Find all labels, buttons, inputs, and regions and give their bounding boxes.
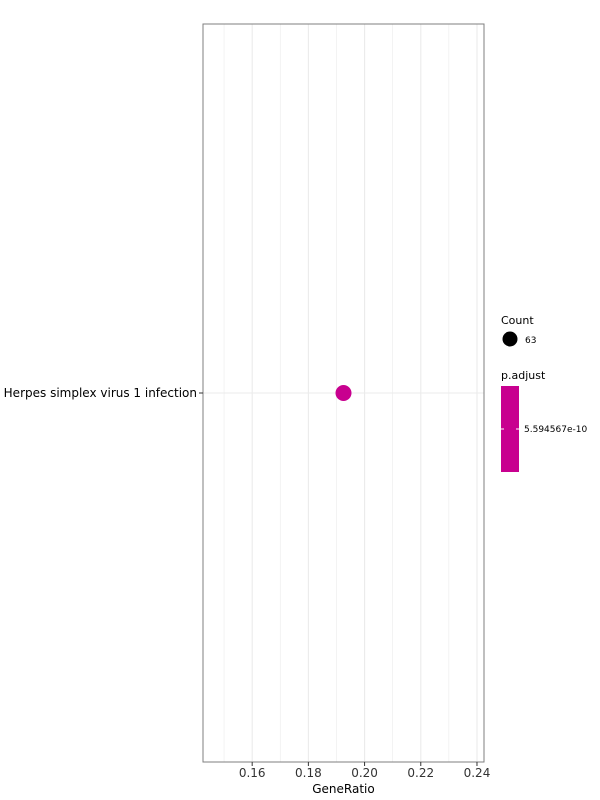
legend-count-label: 63	[525, 336, 536, 346]
x-tick-label: 0.22	[407, 766, 434, 780]
legend-padjust-title: p.adjust	[501, 369, 546, 382]
x-tick-label: 0.24	[464, 766, 491, 780]
x-tick-label: 0.16	[239, 766, 266, 780]
legend-colorbar	[501, 386, 519, 472]
y-category-label: Herpes simplex virus 1 infection	[4, 386, 197, 400]
legend-count-symbol	[502, 331, 518, 347]
legend-count-title: Count	[501, 314, 534, 327]
data-point	[335, 385, 352, 401]
x-tick-label: 0.20	[351, 766, 378, 780]
legend-padjust-label: 5.594567e-10	[524, 425, 587, 435]
x-axis-title: GeneRatio	[312, 782, 374, 796]
x-tick-label: 0.18	[295, 766, 322, 780]
